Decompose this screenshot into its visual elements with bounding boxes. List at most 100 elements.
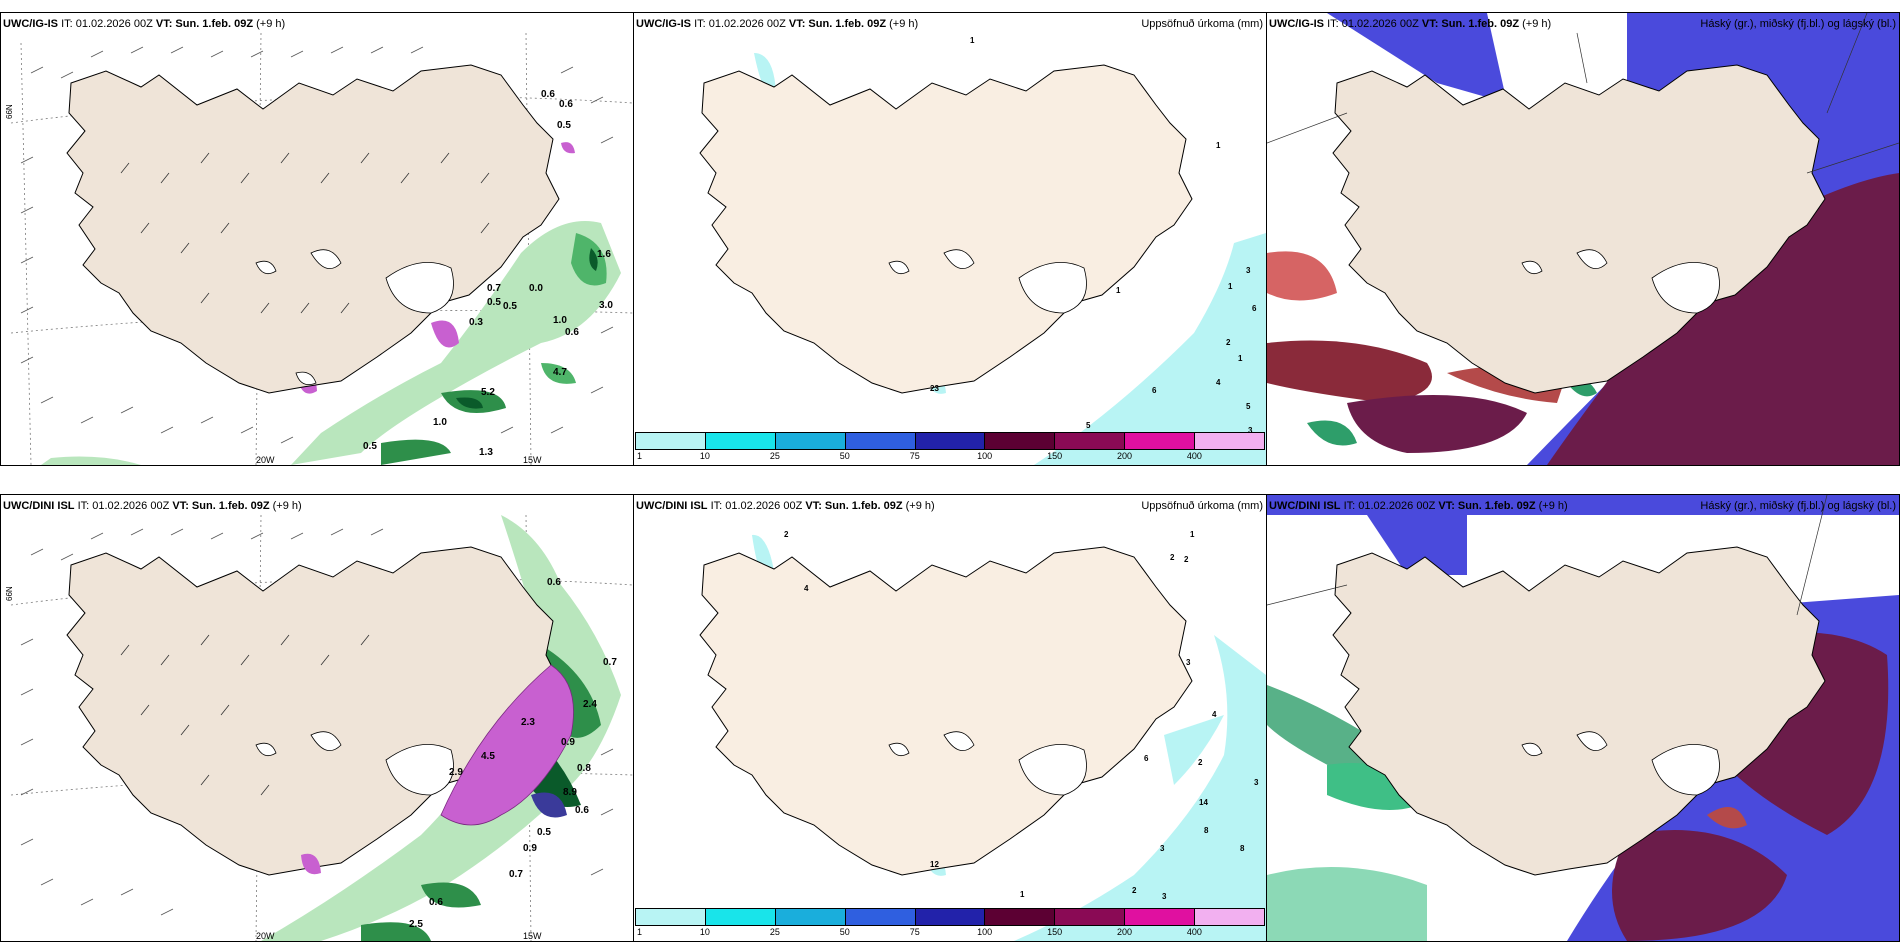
legend-tick: 100 — [977, 927, 993, 937]
precip-value: 1 — [1228, 282, 1233, 291]
legend-swatch — [1195, 909, 1265, 925]
legend-swatch — [1125, 433, 1196, 449]
precip-label: 0.7 — [603, 657, 617, 668]
precip-label: 0.6 — [541, 89, 555, 100]
precip-label: 0.9 — [523, 843, 537, 854]
legend-tick: 75 — [909, 451, 920, 461]
precip-label: 0.5 — [503, 301, 517, 312]
lat-label-66: 66N — [5, 104, 14, 119]
precip-value: 6 — [1252, 304, 1257, 313]
panel-title: Uppsöfnuð úrkoma (mm) — [1141, 18, 1263, 30]
legend-tick: 1 — [637, 927, 643, 937]
legend-tick: 200 — [1116, 927, 1133, 937]
panel-bottom-right: UWC/DINI ISL IT: 01.02.2026 00Z VT: Sun.… — [1266, 494, 1900, 942]
precip-value: 2 — [1132, 886, 1137, 895]
precip-value: 3 — [1254, 778, 1259, 787]
precip-value: 6 — [1152, 386, 1157, 395]
lon-label-15: 15W — [523, 455, 542, 465]
legend-swatch — [705, 909, 776, 925]
panel-title: Uppsöfnuð úrkoma (mm) — [1141, 500, 1263, 512]
map-wind-precip-top: 66N 20W 15W 0.6 0.6 0.5 1.6 3.0 0.7 0.5 … — [5, 32, 633, 465]
precip-value: 1 — [1020, 890, 1025, 899]
panel-header: UWC/IG-IS IT: 01.02.2026 00Z VT: Sun. 1.… — [1269, 18, 1552, 30]
map-accumulated-precip-bottom: 2 4 1 2 2 3 4 6 2 14 8 3 8 3 12 2 1 3 — [699, 530, 1266, 941]
precip-value: 3 — [1162, 892, 1167, 901]
precip-label: 1.3 — [479, 447, 493, 458]
precip-legend: 1 10 25 50 75 100 150 200 400 — [635, 432, 1265, 464]
precip-value: 4 — [804, 584, 809, 593]
legend-tick: 10 — [699, 451, 710, 461]
legend-tick: 10 — [699, 927, 710, 937]
map-wind-precip-bottom: 66N 20W 15W 0.6 0.7 2.4 2.3 4.5 2.9 0.9 … — [5, 514, 633, 941]
legend-tick: 200 — [1116, 451, 1133, 461]
legend-swatch — [845, 909, 916, 925]
legend-tick: 150 — [1047, 451, 1063, 461]
precip-label: 3.0 — [599, 300, 613, 311]
legend-tick: 75 — [909, 927, 920, 937]
panel-header: UWC/IG-IS IT: 01.02.2026 00Z VT: Sun. 1.… — [3, 18, 286, 30]
lon-label-20: 20W — [256, 931, 275, 941]
panel-top-right: UWC/IG-IS IT: 01.02.2026 00Z VT: Sun. 1.… — [1266, 12, 1900, 466]
panel-top-left: 66N 20W 15W 0.6 0.6 0.5 1.6 3.0 0.7 0.5 … — [0, 12, 634, 466]
map-cloud-cover-bottom — [1267, 495, 1899, 941]
precip-value: 12 — [930, 860, 939, 869]
precip-value: 8 — [1240, 844, 1245, 853]
precip-value: 8 — [1204, 826, 1209, 835]
precip-value: 2 — [1170, 553, 1175, 562]
precip-label: 0.6 — [575, 805, 589, 816]
precip-label: 0.7 — [509, 869, 523, 880]
legend-swatch — [845, 433, 916, 449]
panel-header: UWC/IG-IS IT: 01.02.2026 00Z VT: Sun. 1.… — [636, 18, 919, 30]
precip-label: 5.2 — [481, 387, 495, 398]
precip-label: 8.9 — [563, 787, 577, 798]
precip-value: 3 — [1186, 658, 1191, 667]
legend-swatch — [915, 433, 986, 449]
panel-title: Háský (gr.), miðský (fj.bl.) og lágský (… — [1700, 500, 1896, 512]
precip-value: 2 — [1184, 555, 1189, 564]
lat-label-66: 66N — [5, 586, 14, 601]
precip-value: 1 — [970, 36, 975, 45]
precip-value: 1 — [1190, 530, 1195, 539]
precip-value: 3 — [1248, 426, 1253, 435]
legend-tick: 150 — [1047, 927, 1063, 937]
panel-top-mid: 1 1 3 1 6 2 1 4 6 5 3 23 5 1 UWC/IG-IS I… — [633, 12, 1267, 466]
precip-value: 1 — [1216, 141, 1221, 150]
legend-swatch — [1055, 909, 1126, 925]
precip-value: 4 — [1216, 378, 1221, 387]
precip-label: 2.5 — [409, 919, 423, 930]
precip-value: 3 — [1246, 266, 1251, 275]
legend-swatch — [1195, 433, 1265, 449]
legend-tick: 400 — [1186, 451, 1202, 461]
precip-label: 0.6 — [547, 577, 561, 588]
panel-header: UWC/DINI ISL IT: 01.02.2026 00Z VT: Sun.… — [3, 500, 302, 512]
precip-label: 0.8 — [577, 763, 591, 774]
precip-label: 0.0 — [529, 283, 543, 294]
legend-tick: 50 — [839, 927, 850, 937]
precip-label: 0.9 — [561, 737, 575, 748]
precip-label: 4.5 — [481, 751, 495, 762]
precip-label: 0.6 — [565, 327, 579, 338]
precip-label: 0.3 — [469, 317, 483, 328]
panel-header: UWC/DINI ISL IT: 01.02.2026 00Z VT: Sun.… — [636, 500, 935, 512]
precip-value: 5 — [1246, 402, 1251, 411]
precip-legend: 1 10 25 50 75 100 150 200 400 — [635, 908, 1265, 940]
legend-tick: 50 — [839, 451, 850, 461]
legend-tick: 100 — [977, 451, 993, 461]
legend-swatch — [1125, 909, 1196, 925]
panel-title: Háský (gr.), miðský (fj.bl.) og lágský (… — [1700, 18, 1896, 30]
precip-value: 1 — [1238, 354, 1243, 363]
legend-tick: 1 — [637, 451, 643, 461]
map-cloud-cover-top — [1267, 13, 1899, 465]
legend-swatch — [705, 433, 776, 449]
precip-label: 1.6 — [597, 249, 611, 260]
precip-label: 2.4 — [583, 699, 597, 710]
panel-header: UWC/DINI ISL IT: 01.02.2026 00Z VT: Sun.… — [1269, 500, 1568, 512]
legend-swatch — [636, 433, 706, 449]
precip-label: 0.5 — [537, 827, 551, 838]
precip-value: 3 — [1160, 844, 1165, 853]
legend-swatch — [775, 433, 846, 449]
lon-label-20: 20W — [256, 455, 275, 465]
precip-value: 1 — [1116, 286, 1121, 295]
precip-value: 5 — [1086, 421, 1091, 430]
precip-value: 2 — [1198, 758, 1203, 767]
